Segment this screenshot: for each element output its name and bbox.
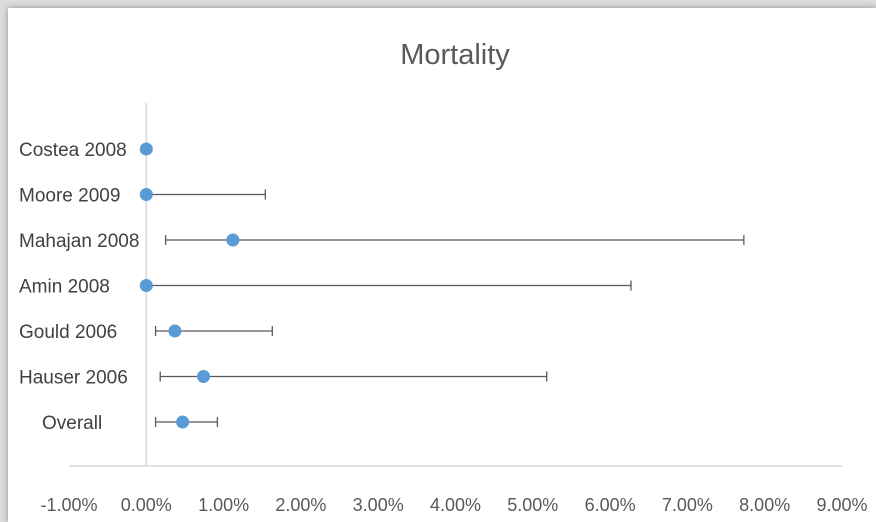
x-tick-labels: -1.00% 0.00% 1.00% 2.00% 3.00% 4.00% 5.00% 6.00… [40,495,867,515]
error-bars [146,190,744,428]
error-bar [146,190,265,200]
x-tick-label: 7.00% [662,495,713,515]
chart-title: Mortality [400,39,510,71]
point-marker [140,143,153,156]
error-bar [160,372,547,382]
point-marker [140,279,153,292]
x-tick-label: 6.00% [585,495,636,515]
x-tick-label: 2.00% [275,495,326,515]
category-label: Mahajan 2008 [19,231,139,252]
error-bar [146,281,631,291]
x-tick-label: 1.00% [198,495,249,515]
x-tick-label: 9.00% [816,495,867,515]
category-label: Gould 2006 [19,322,117,343]
x-tick-label: 0.00% [121,495,172,515]
point-marker [226,234,239,247]
category-label: Overall [42,413,102,434]
x-tick-label: 3.00% [353,495,404,515]
category-label: Costea 2008 [19,140,127,161]
x-tick-label: 4.00% [430,495,481,515]
axes [69,103,842,466]
x-tick-label: -1.00% [40,495,97,515]
category-label: Moore 2009 [19,186,120,207]
point-marker [168,325,181,338]
category-label: Amin 2008 [19,277,110,298]
category-labels: Costea 2008 Moore 2009 Mahajan 2008 Amin 20… [19,140,139,434]
point-marker [176,416,189,429]
x-tick-label: 5.00% [507,495,558,515]
category-label: Hauser 2006 [19,368,128,389]
error-bar [166,235,744,245]
forest-plot: Mortality Costea 2008 Moore 2009 Mahajan 2… [8,8,876,522]
point-marker [140,188,153,201]
point-marker [197,370,210,383]
chart-frame: Mortality Costea 2008 Moore 2009 Mahajan 2… [8,8,876,522]
x-tick-label: 8.00% [739,495,790,515]
